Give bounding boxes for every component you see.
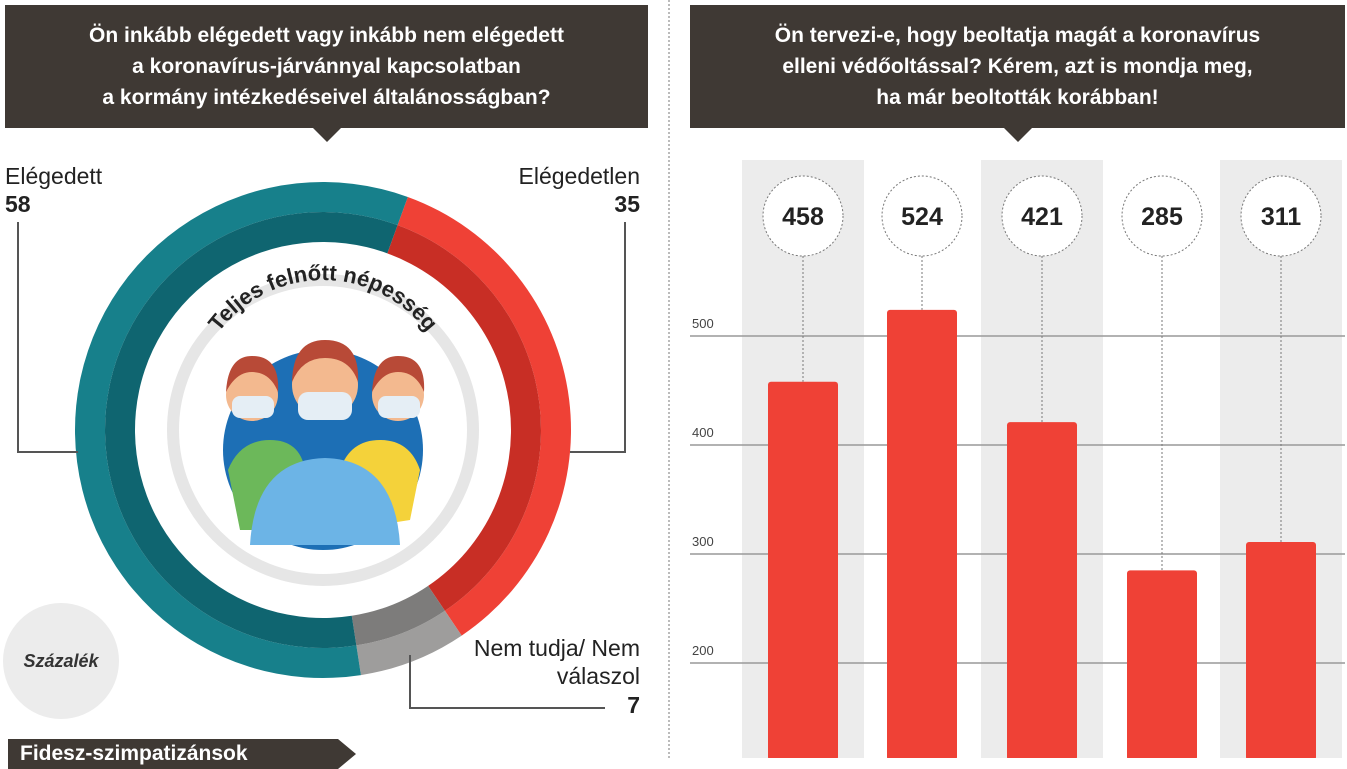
data-label-circle [881,175,963,257]
question-line: a kormány intézkedéseivel általánosságba… [102,86,551,109]
data-label: 285 [1141,203,1183,231]
slice-value-nemtudja: 7 [627,692,640,718]
bar [1246,542,1316,758]
bar [1127,570,1197,758]
donut-slice-inner-1 [387,225,541,611]
slice-label-elegedett: Elégedett [5,163,103,189]
data-label-circle [1001,175,1083,257]
center-label: Teljes felnőtt népesség [203,260,443,336]
y-tick-label: 300 [692,534,714,549]
donut-slice-1 [397,196,571,636]
data-label-circle [1121,175,1203,257]
y-tick-label: 200 [692,643,714,658]
inner-ring [167,274,479,586]
donut-slice-2 [356,610,462,676]
question-line: Ön inkább elégedett vagy inkább nem elég… [89,24,564,47]
question-line: ha már beoltották korábban! [876,86,1159,109]
people-illustration [223,340,425,550]
divider [668,0,670,758]
data-label: 524 [901,203,943,231]
right-question-header: Ön tervezi-e, hogy beoltatja magát a kor… [690,5,1345,142]
question-line: a koronavírus-járvánnyal kapcsolatban [132,55,521,78]
leader-elegedett [17,222,78,453]
data-label-circle [1240,175,1322,257]
data-label: 421 [1021,203,1063,231]
data-label-circle [762,175,844,257]
left-question-header: Ön inkább elégedett vagy inkább nem elég… [5,5,648,142]
bar [768,381,838,758]
slice-value-elegedetlen: 35 [614,191,640,217]
slice-label-elegedetlen: Elégedetlen [518,163,641,189]
slice-label-nemtudja: Nem tudja/ Nem válaszol [473,635,640,689]
bar-chart: 500 400 300 200 458 524 421 285 311 [690,160,1345,758]
data-label: 311 [1261,203,1301,231]
bar [1007,422,1077,758]
bar [887,309,957,758]
slice-value-elegedett: 58 [5,191,31,217]
data-label: 458 [782,203,824,231]
question-line: Ön tervezi-e, hogy beoltatja magát a kor… [774,24,1261,47]
leader-nemtudja [409,655,605,709]
y-tick-label: 400 [692,425,714,440]
donut-slice-inner-2 [351,585,445,646]
y-tick-label: 500 [692,316,714,331]
question-line: elleni védőoltással? Kérem, azt is mondj… [782,55,1253,78]
section-banner-fidesz: Fidesz-szimpatizánsok [8,739,356,769]
leader-lines [17,222,626,709]
unit-badge: Százalék [3,603,119,719]
leader-elegedetlen [570,222,626,453]
